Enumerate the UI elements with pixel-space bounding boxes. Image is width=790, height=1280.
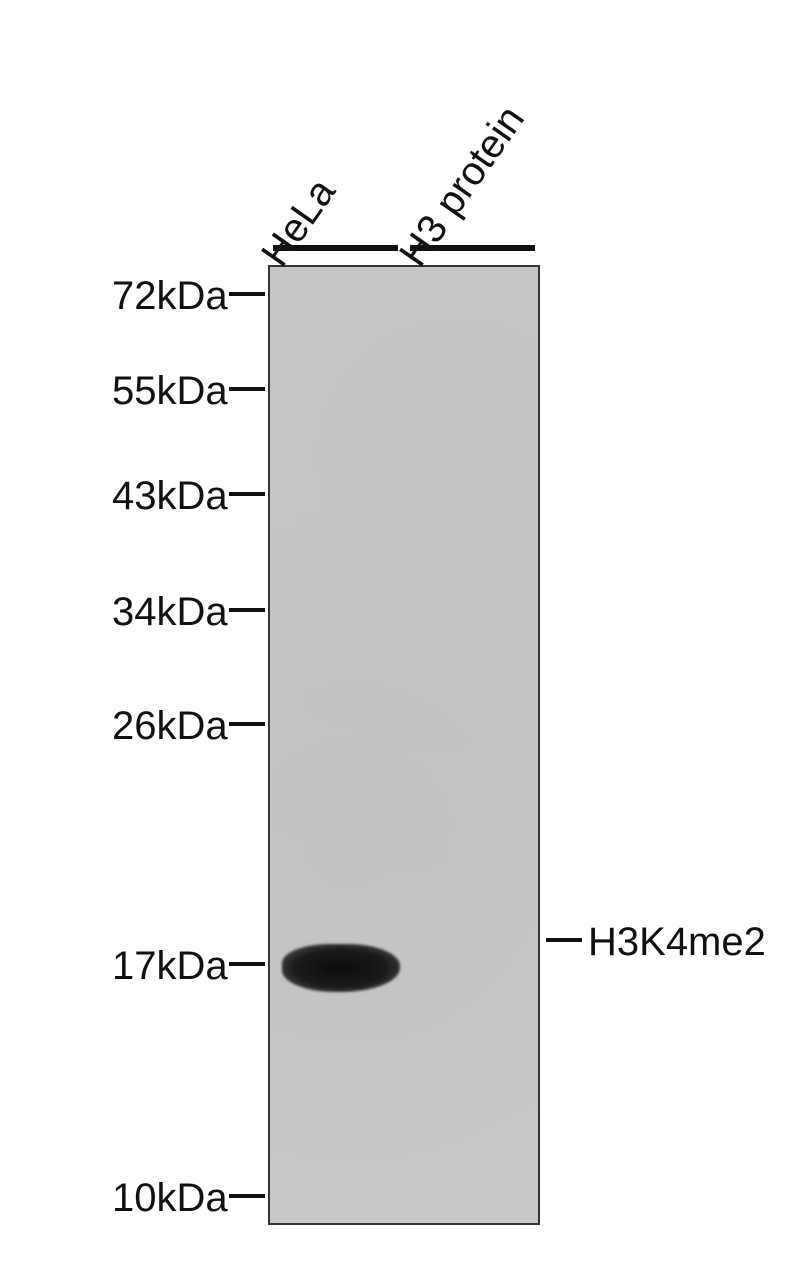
marker-tick bbox=[229, 962, 265, 966]
figure-stage: HeLa H3 protein 72kDa 55kDa 43kDa 34kDa … bbox=[0, 0, 790, 1280]
marker-label: 72kDa bbox=[112, 274, 228, 319]
band-annotation-label: H3K4me2 bbox=[588, 920, 766, 965]
marker-label: 55kDa bbox=[112, 369, 228, 414]
marker-label: 17kDa bbox=[112, 944, 228, 989]
marker-label: 26kDa bbox=[112, 704, 228, 749]
marker-label: 43kDa bbox=[112, 474, 228, 519]
band-annotation-tick bbox=[546, 938, 582, 942]
marker-tick bbox=[229, 608, 265, 612]
marker-tick bbox=[229, 492, 265, 496]
marker-tick bbox=[229, 387, 265, 391]
marker-label: 10kDa bbox=[112, 1176, 228, 1221]
marker-tick bbox=[229, 292, 265, 296]
marker-tick bbox=[229, 722, 265, 726]
marker-tick bbox=[229, 1194, 265, 1198]
lane-label-hela: HeLa bbox=[253, 171, 345, 275]
protein-band bbox=[282, 944, 400, 992]
western-blot-membrane bbox=[268, 265, 540, 1225]
marker-label: 34kDa bbox=[112, 590, 228, 635]
